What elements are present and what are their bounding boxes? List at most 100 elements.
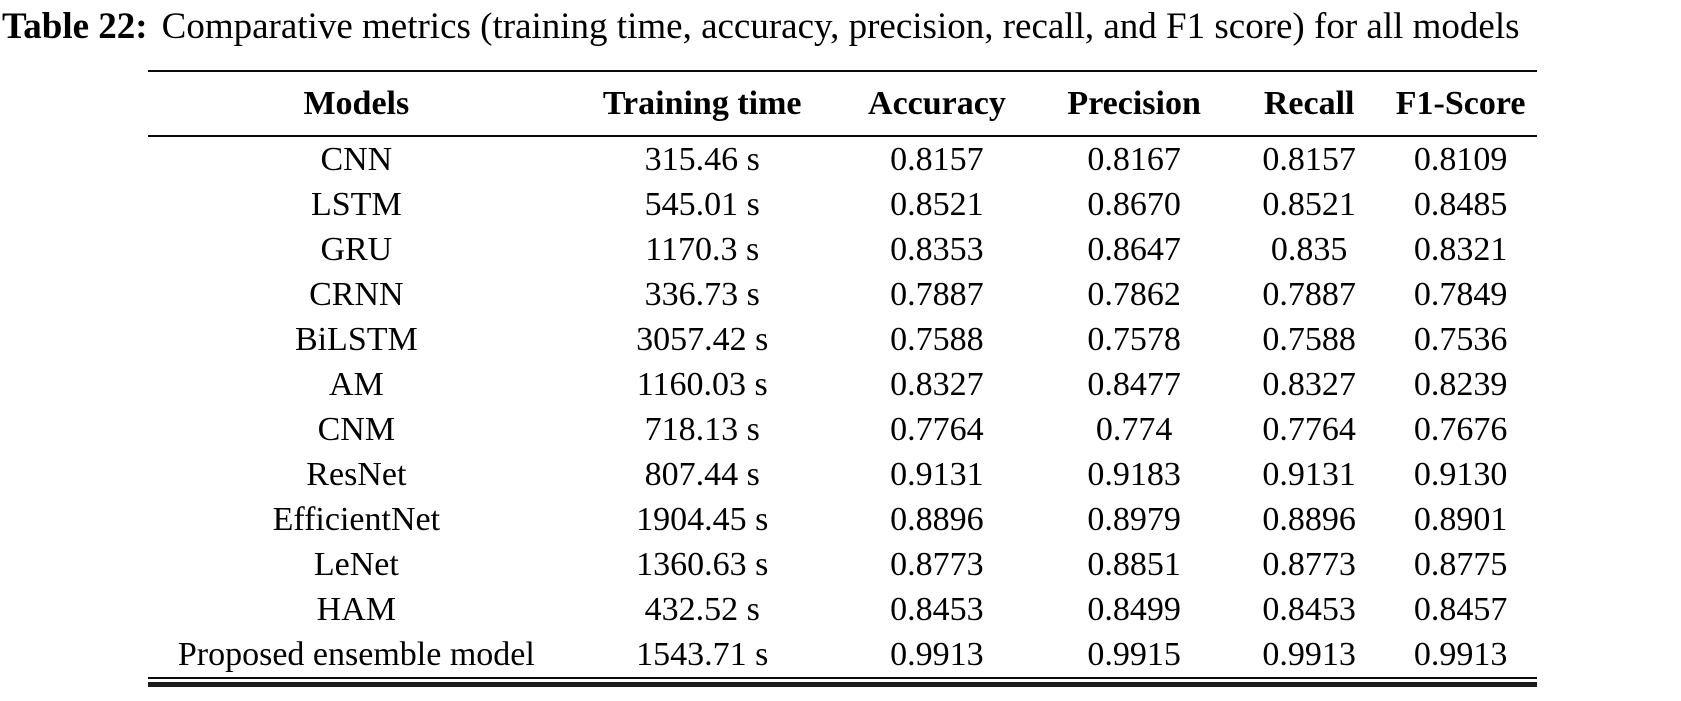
metric-value-cell: 0.8157 — [890, 140, 984, 178]
table-row: LeNet 1360.63 s 0.8773 0.8851 0.8773 0.8775 — [148, 542, 1537, 587]
metric-value-cell: 0.8109 — [1413, 140, 1508, 178]
table-row: CRNN 336.73 s 0.7887 0.7862 0.7887 0.7849 — [148, 272, 1537, 317]
table-row: Proposed ensemble model 1543.71 s 0.9913 0.… — [148, 632, 1537, 677]
metric-value-cell: 0.8477 — [1087, 365, 1181, 403]
metric-value-cell: 0.9130 — [1413, 455, 1508, 493]
metric-value-cell: 718.13 s — [644, 410, 760, 448]
metric-value-cell: 545.01 s — [644, 185, 760, 223]
metric-value-cell: 1904.45 s — [636, 500, 769, 538]
model-name-cell: LSTM — [311, 185, 402, 223]
model-name-cell: BiLSTM — [294, 320, 418, 358]
metric-value-cell: 0.8457 — [1413, 590, 1508, 628]
model-name-cell: LeNet — [313, 545, 399, 583]
metric-value-cell: 0.9183 — [1087, 455, 1181, 493]
metric-value-cell: 0.8321 — [1413, 230, 1508, 268]
metric-value-cell: 0.8157 — [1262, 140, 1356, 178]
metric-value-cell: 1160.03 s — [636, 365, 768, 403]
model-name-cell: EfficientNet — [272, 500, 441, 538]
metrics-table-container: Models Training time Accuracy Precision Reca… — [148, 70, 1537, 687]
metric-value-cell: 315.46 s — [644, 140, 760, 178]
metric-value-cell: 0.8499 — [1087, 590, 1181, 628]
metric-value-cell: 1360.63 s — [636, 545, 769, 583]
metric-value-cell: 0.8353 — [890, 230, 984, 268]
header-row: Models Training time Accuracy Precision Reca… — [148, 71, 1537, 137]
column-header-recall: Recall — [1234, 71, 1385, 137]
metric-value-cell: 0.8896 — [890, 500, 984, 538]
metric-value-cell: 0.8647 — [1087, 230, 1181, 268]
table-bottom-rule-thick — [148, 682, 1537, 687]
table-bottom-rule-thin — [148, 677, 1537, 682]
column-header-accuracy: Accuracy — [839, 71, 1035, 137]
model-name-cell: CRNN — [309, 275, 404, 313]
metric-value-cell: 0.8773 — [890, 545, 984, 583]
metric-value-cell: 0.8327 — [890, 365, 984, 403]
metric-value-cell: 0.8485 — [1413, 185, 1508, 223]
model-name-cell: ResNet — [306, 455, 407, 493]
table-row: ResNet 807.44 s 0.9131 0.9183 0.9131 0.9130 — [148, 452, 1537, 497]
metrics-table-body: CNN 315.46 s 0.8157 0.8167 0.8157 0.8109 LSTM 5… — [148, 136, 1537, 677]
metric-value-cell: 0.7887 — [890, 275, 984, 313]
metric-value-cell: 0.7764 — [1262, 410, 1356, 448]
metric-value-cell: 432.52 s — [644, 590, 760, 628]
column-header-models: Models — [148, 71, 565, 137]
metric-value-cell: 0.8979 — [1087, 500, 1181, 538]
metric-value-cell: 0.8775 — [1413, 545, 1508, 583]
metric-value-cell: 0.8239 — [1413, 365, 1508, 403]
model-name-cell: CNM — [317, 410, 396, 448]
table-row: EfficientNet 1904.45 s 0.8896 0.8979 0.8896 0… — [148, 497, 1537, 542]
metric-value-cell: 0.7588 — [1262, 320, 1356, 358]
metric-value-cell: 0.9913 — [890, 635, 984, 673]
metric-value-cell: 0.9131 — [890, 455, 984, 493]
table-row: BiLSTM 3057.42 s 0.7588 0.7578 0.7588 0.7536 — [148, 317, 1537, 362]
table-caption-label: Table 22: — [2, 6, 148, 47]
metric-value-cell: 0.8167 — [1087, 140, 1181, 178]
model-name-cell: Proposed ensemble model — [177, 635, 535, 673]
metric-value-cell: 0.8327 — [1262, 365, 1356, 403]
metric-value-cell: 0.8901 — [1413, 500, 1508, 538]
table-caption-text: Comparative metrics (training time, accu… — [161, 6, 1520, 47]
metric-value-cell: 0.835 — [1270, 230, 1348, 268]
metric-value-cell: 0.8521 — [890, 185, 984, 223]
metric-value-cell: 0.7764 — [890, 410, 984, 448]
metric-value-cell: 0.8521 — [1262, 185, 1356, 223]
metric-value-cell: 0.8773 — [1262, 545, 1356, 583]
metric-value-cell: 0.774 — [1095, 410, 1173, 448]
metric-value-cell: 0.7849 — [1413, 275, 1508, 313]
table-row: GRU 1170.3 s 0.8353 0.8647 0.835 0.8321 — [148, 227, 1537, 272]
table-row: CNM 718.13 s 0.7764 0.774 0.7764 0.7676 — [148, 407, 1537, 452]
column-header-training-time: Training time — [564, 71, 840, 137]
model-name-cell: AM — [328, 365, 384, 403]
metric-value-cell: 0.7588 — [890, 320, 984, 358]
metric-value-cell: 0.9913 — [1262, 635, 1356, 673]
metric-value-cell: 0.9915 — [1087, 635, 1181, 673]
metrics-table-header: Models Training time Accuracy Precision Reca… — [148, 71, 1537, 137]
metric-value-cell: 0.7578 — [1087, 320, 1181, 358]
metric-value-cell: 0.7676 — [1413, 410, 1508, 448]
metric-value-cell: 1543.71 s — [636, 635, 769, 673]
model-name-cell: HAM — [316, 590, 397, 628]
table-caption: Table 22: Comparative metrics (training t… — [2, 4, 1681, 50]
model-name-cell: CNN — [320, 140, 393, 178]
metric-value-cell: 0.7862 — [1087, 275, 1181, 313]
metric-value-cell: 0.9913 — [1413, 635, 1508, 673]
table-row: AM 1160.03 s 0.8327 0.8477 0.8327 0.8239 — [148, 362, 1537, 407]
metric-value-cell: 0.8896 — [1262, 500, 1356, 538]
table-row: LSTM 545.01 s 0.8521 0.8670 0.8521 0.8485 — [148, 182, 1537, 227]
model-name-cell: GRU — [320, 230, 393, 268]
metric-value-cell: 0.8453 — [1262, 590, 1356, 628]
metric-value-cell: 0.8851 — [1087, 545, 1181, 583]
metric-value-cell: 0.8670 — [1087, 185, 1181, 223]
column-header-f1-score: F1-Score — [1384, 71, 1537, 137]
table-row: CNN 315.46 s 0.8157 0.8167 0.8157 0.8109 — [148, 136, 1537, 182]
metrics-table: Models Training time Accuracy Precision Reca… — [148, 70, 1537, 677]
metric-value-cell: 1170.3 s — [645, 230, 760, 268]
metric-value-cell: 0.8453 — [890, 590, 984, 628]
table-row: HAM 432.52 s 0.8453 0.8499 0.8453 0.8457 — [148, 587, 1537, 632]
metric-value-cell: 336.73 s — [644, 275, 760, 313]
metric-value-cell: 807.44 s — [644, 455, 760, 493]
metric-value-cell: 0.9131 — [1262, 455, 1356, 493]
metric-value-cell: 0.7536 — [1413, 320, 1508, 358]
metric-value-cell: 0.7887 — [1262, 275, 1356, 313]
metric-value-cell: 3057.42 s — [636, 320, 769, 358]
